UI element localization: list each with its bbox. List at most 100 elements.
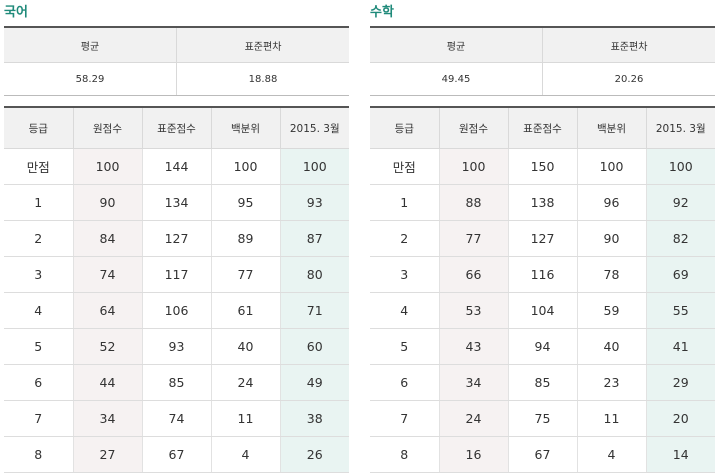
percentile-cell: 78	[577, 256, 647, 293]
march-2015-cell: 93	[280, 184, 349, 221]
table-row: 4 53 104 59 55	[370, 292, 715, 329]
raw-score-cell: 34	[73, 400, 143, 437]
march-2015-header: 2015. 3월	[280, 107, 349, 149]
percentile-cell: 23	[577, 364, 647, 401]
summary-table: 평균 표준편차 58.29 18.88	[4, 26, 349, 96]
grade-rows: 만점 100 144 100 100 1 90 134 95 93 2 84 127 89 87 3 74 117…	[4, 148, 349, 473]
march-2015-cell: 38	[280, 400, 349, 437]
march-2015-cell: 55	[646, 292, 715, 329]
march-2015-cell: 41	[646, 328, 715, 365]
raw-score-cell: 74	[73, 256, 143, 293]
standard-score-cell: 116	[508, 256, 578, 293]
grade-cell: 만점	[4, 148, 74, 185]
percentile-cell: 96	[577, 184, 647, 221]
percentile-header: 백분위	[211, 107, 281, 149]
grade-cell: 5	[370, 328, 440, 365]
percentile-cell: 11	[211, 400, 281, 437]
table-row: 6 34 85 23 29	[370, 364, 715, 401]
table-row: 2 84 127 89 87	[4, 220, 349, 257]
percentile-cell: 4	[577, 436, 647, 473]
raw-score-cell: 64	[73, 292, 143, 329]
standard-score-cell: 94	[508, 328, 578, 365]
march-2015-cell: 87	[280, 220, 349, 257]
standard-score-cell: 85	[142, 364, 212, 401]
grade-cell: 1	[4, 184, 74, 221]
average-value: 49.45	[370, 62, 543, 96]
table-row: 7 24 75 11 20	[370, 400, 715, 437]
percentile-cell: 59	[577, 292, 647, 329]
standard-score-cell: 67	[142, 436, 212, 473]
percentile-cell: 40	[211, 328, 281, 365]
grade-cell: 6	[370, 364, 440, 401]
standard-score-cell: 85	[508, 364, 578, 401]
standard-score-cell: 104	[508, 292, 578, 329]
march-2015-header: 2015. 3월	[646, 107, 715, 149]
standard-score-cell: 75	[508, 400, 578, 437]
standard-score-cell: 138	[508, 184, 578, 221]
raw-score-header: 원점수	[73, 107, 143, 149]
percentile-cell: 77	[211, 256, 281, 293]
table-row: 4 64 106 61 71	[4, 292, 349, 329]
raw-score-cell: 16	[439, 436, 509, 473]
march-2015-cell: 49	[280, 364, 349, 401]
raw-score-cell: 53	[439, 292, 509, 329]
march-2015-cell: 71	[280, 292, 349, 329]
table-row: 6 44 85 24 49	[4, 364, 349, 401]
raw-score-header: 원점수	[439, 107, 509, 149]
standard-score-cell: 127	[142, 220, 212, 257]
table-row: 2 77 127 90 82	[370, 220, 715, 257]
grade-cell: 6	[4, 364, 74, 401]
march-2015-cell: 92	[646, 184, 715, 221]
standard-score-cell: 134	[142, 184, 212, 221]
percentile-cell: 100	[211, 148, 281, 185]
march-2015-cell: 100	[280, 148, 349, 185]
march-2015-cell: 60	[280, 328, 349, 365]
summary-table: 평균 표준편차 49.45 20.26	[370, 26, 715, 96]
march-2015-cell: 29	[646, 364, 715, 401]
raw-score-cell: 34	[439, 364, 509, 401]
table-row: 8 16 67 4 14	[370, 436, 715, 473]
std-dev-header: 표준편차	[542, 27, 715, 63]
percentile-cell: 4	[211, 436, 281, 473]
subject-panel-math: 수학 평균 표준편차 49.45 20.26 등급 원점수 표준점수 백분위 2…	[370, 0, 715, 473]
grade-rows: 만점 100 150 100 100 1 88 138 96 92 2 77 127 90 82 3 66 116…	[370, 148, 715, 473]
grade-cell: 3	[370, 256, 440, 293]
march-2015-cell: 82	[646, 220, 715, 257]
grade-cell: 4	[370, 292, 440, 329]
table-row: 8 27 67 4 26	[4, 436, 349, 473]
raw-score-cell: 88	[439, 184, 509, 221]
percentile-cell: 100	[577, 148, 647, 185]
grade-cell: 8	[4, 436, 74, 473]
percentile-header: 백분위	[577, 107, 647, 149]
march-2015-cell: 20	[646, 400, 715, 437]
standard-score-cell: 67	[508, 436, 578, 473]
subject-title: 국어	[4, 5, 28, 20]
march-2015-cell: 100	[646, 148, 715, 185]
percentile-cell: 11	[577, 400, 647, 437]
grade-cell: 4	[4, 292, 74, 329]
table-row: 5 52 93 40 60	[4, 328, 349, 365]
table-row: 3 74 117 77 80	[4, 256, 349, 293]
march-2015-cell: 80	[280, 256, 349, 293]
standard-score-cell: 117	[142, 256, 212, 293]
raw-score-cell: 100	[439, 148, 509, 185]
std-dev-value: 18.88	[176, 62, 349, 96]
grade-cell: 만점	[370, 148, 440, 185]
table-row: 1 88 138 96 92	[370, 184, 715, 221]
standard-score-cell: 74	[142, 400, 212, 437]
table-row: 7 34 74 11 38	[4, 400, 349, 437]
standard-score-cell: 93	[142, 328, 212, 365]
grade-cell: 3	[4, 256, 74, 293]
grade-cell: 2	[370, 220, 440, 257]
grade-cell: 5	[4, 328, 74, 365]
grade-cell: 2	[4, 220, 74, 257]
percentile-cell: 95	[211, 184, 281, 221]
percentile-cell: 40	[577, 328, 647, 365]
standard-score-cell: 106	[142, 292, 212, 329]
raw-score-cell: 100	[73, 148, 143, 185]
grade-cell: 7	[4, 400, 74, 437]
grade-cell: 7	[370, 400, 440, 437]
table-row: 만점 100 144 100 100	[4, 148, 349, 185]
raw-score-cell: 66	[439, 256, 509, 293]
std-dev-header: 표준편차	[176, 27, 349, 63]
